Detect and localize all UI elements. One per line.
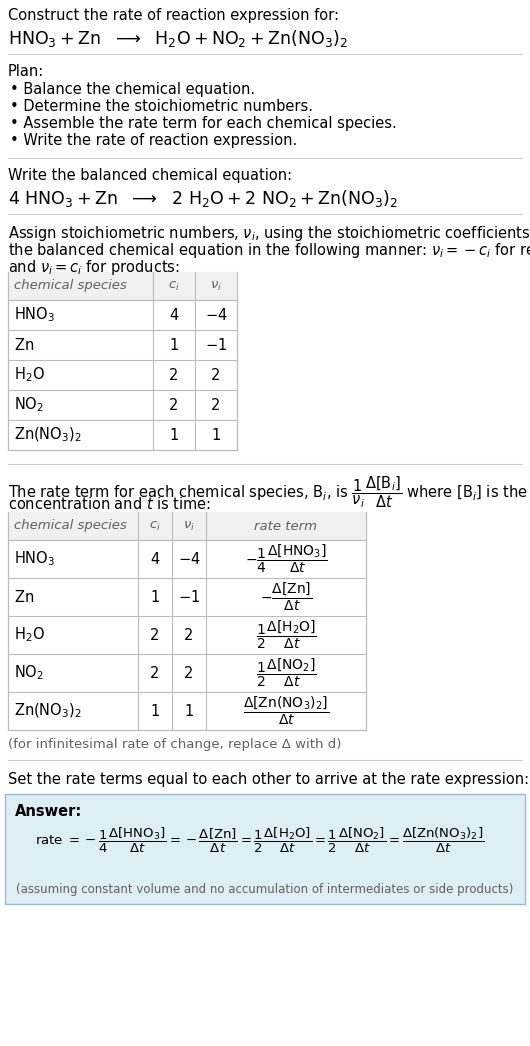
Text: 1: 1 — [151, 590, 160, 605]
Text: $\nu_i$: $\nu_i$ — [183, 520, 195, 532]
Bar — [8, 272, 237, 450]
Text: • Write the rate of reaction expression.: • Write the rate of reaction expression. — [10, 133, 297, 147]
Text: $-1$: $-1$ — [178, 589, 200, 605]
Text: (for infinitesimal rate of change, replace Δ with d): (for infinitesimal rate of change, repla… — [8, 738, 341, 751]
Text: rate $= -\dfrac{1}{4}\dfrac{\Delta[\mathrm{HNO_3}]}{\Delta t} = -\dfrac{\Delta[\: rate $= -\dfrac{1}{4}\dfrac{\Delta[\math… — [35, 825, 484, 855]
Text: 4: 4 — [170, 308, 179, 322]
Text: 2: 2 — [184, 665, 193, 681]
Text: concentration and $t$ is time:: concentration and $t$ is time: — [8, 496, 211, 511]
Text: $\mathrm{Zn(NO_3)_2}$: $\mathrm{Zn(NO_3)_2}$ — [14, 702, 82, 721]
Text: • Assemble the rate term for each chemical species.: • Assemble the rate term for each chemic… — [10, 116, 397, 131]
Text: $-\dfrac{1}{4}\dfrac{\Delta[\mathrm{HNO_3}]}{\Delta t}$: $-\dfrac{1}{4}\dfrac{\Delta[\mathrm{HNO_… — [244, 543, 328, 575]
Text: $\mathrm{NO_2}$: $\mathrm{NO_2}$ — [14, 663, 44, 682]
Text: 2: 2 — [211, 367, 220, 383]
Text: the balanced chemical equation in the following manner: $\nu_i = -c_i$ for react: the balanced chemical equation in the fo… — [8, 241, 530, 260]
Text: The rate term for each chemical species, $\mathrm{B}_i$, is $\dfrac{1}{\nu_i}\df: The rate term for each chemical species,… — [8, 474, 530, 509]
Text: $\mathrm{H_2O}$: $\mathrm{H_2O}$ — [14, 366, 45, 384]
Text: $\mathrm{HNO_3}$: $\mathrm{HNO_3}$ — [14, 305, 55, 324]
Text: $\mathrm{4\ HNO_3 + Zn\ \ \longrightarrow\ \ 2\ H_2O + 2\ NO_2 + Zn(NO_3)_2}$: $\mathrm{4\ HNO_3 + Zn\ \ \longrightarro… — [8, 188, 398, 209]
Text: 1: 1 — [151, 704, 160, 719]
Text: chemical species: chemical species — [14, 279, 127, 293]
Text: chemical species: chemical species — [14, 520, 127, 532]
Text: 2: 2 — [169, 367, 179, 383]
Bar — [8, 272, 237, 300]
Text: $\mathrm{H_2O}$: $\mathrm{H_2O}$ — [14, 626, 45, 644]
Text: (assuming constant volume and no accumulation of intermediates or side products): (assuming constant volume and no accumul… — [16, 884, 514, 896]
Bar — [8, 511, 366, 730]
Text: 2: 2 — [151, 628, 160, 642]
Text: $\dfrac{\Delta[\mathrm{Zn(NO_3)_2}]}{\Delta t}$: $\dfrac{\Delta[\mathrm{Zn(NO_3)_2}]}{\De… — [243, 695, 329, 727]
Text: $\mathrm{Zn(NO_3)_2}$: $\mathrm{Zn(NO_3)_2}$ — [14, 426, 82, 445]
Text: 1: 1 — [211, 428, 220, 442]
Bar — [8, 511, 366, 540]
Text: Answer:: Answer: — [15, 804, 82, 819]
Text: Plan:: Plan: — [8, 64, 44, 79]
Text: • Determine the stoichiometric numbers.: • Determine the stoichiometric numbers. — [10, 99, 313, 114]
Text: $\mathrm{HNO_3}$: $\mathrm{HNO_3}$ — [14, 549, 55, 568]
Text: • Balance the chemical equation.: • Balance the chemical equation. — [10, 82, 255, 97]
Text: 1: 1 — [170, 428, 179, 442]
Text: 1: 1 — [184, 704, 193, 719]
Text: $\dfrac{1}{2}\dfrac{\Delta[\mathrm{H_2O}]}{\Delta t}$: $\dfrac{1}{2}\dfrac{\Delta[\mathrm{H_2O}… — [255, 619, 316, 652]
Text: $-4$: $-4$ — [205, 306, 227, 323]
Text: rate term: rate term — [254, 520, 317, 532]
Text: $\mathrm{NO_2}$: $\mathrm{NO_2}$ — [14, 395, 44, 414]
Text: $\mathrm{Zn}$: $\mathrm{Zn}$ — [14, 589, 34, 605]
Text: Construct the rate of reaction expression for:: Construct the rate of reaction expressio… — [8, 8, 339, 23]
Text: 2: 2 — [184, 628, 193, 642]
Text: $\dfrac{1}{2}\dfrac{\Delta[\mathrm{NO_2}]}{\Delta t}$: $\dfrac{1}{2}\dfrac{\Delta[\mathrm{NO_2}… — [255, 657, 316, 689]
Text: Assign stoichiometric numbers, $\nu_i$, using the stoichiometric coefficients, $: Assign stoichiometric numbers, $\nu_i$, … — [8, 224, 530, 243]
Text: and $\nu_i = c_i$ for products:: and $\nu_i = c_i$ for products: — [8, 258, 180, 277]
Text: $c_i$: $c_i$ — [168, 279, 180, 293]
Text: 2: 2 — [211, 397, 220, 412]
Text: $-1$: $-1$ — [205, 337, 227, 353]
Text: $c_i$: $c_i$ — [149, 520, 161, 532]
Text: $\mathrm{HNO_3 + Zn\ \ \longrightarrow\ \ H_2O + NO_2 + Zn(NO_3)_2}$: $\mathrm{HNO_3 + Zn\ \ \longrightarrow\ … — [8, 28, 348, 49]
Text: $-\dfrac{\Delta[\mathrm{Zn}]}{\Delta t}$: $-\dfrac{\Delta[\mathrm{Zn}]}{\Delta t}$ — [260, 581, 312, 613]
Text: 4: 4 — [151, 551, 160, 567]
Text: Set the rate terms equal to each other to arrive at the rate expression:: Set the rate terms equal to each other t… — [8, 772, 529, 787]
Text: Write the balanced chemical equation:: Write the balanced chemical equation: — [8, 168, 292, 183]
Bar — [5, 794, 525, 904]
Text: 2: 2 — [169, 397, 179, 412]
Text: $\mathrm{Zn}$: $\mathrm{Zn}$ — [14, 337, 34, 353]
Text: 2: 2 — [151, 665, 160, 681]
Text: $-4$: $-4$ — [178, 551, 200, 567]
Text: $\nu_i$: $\nu_i$ — [210, 279, 222, 293]
Text: 1: 1 — [170, 338, 179, 353]
